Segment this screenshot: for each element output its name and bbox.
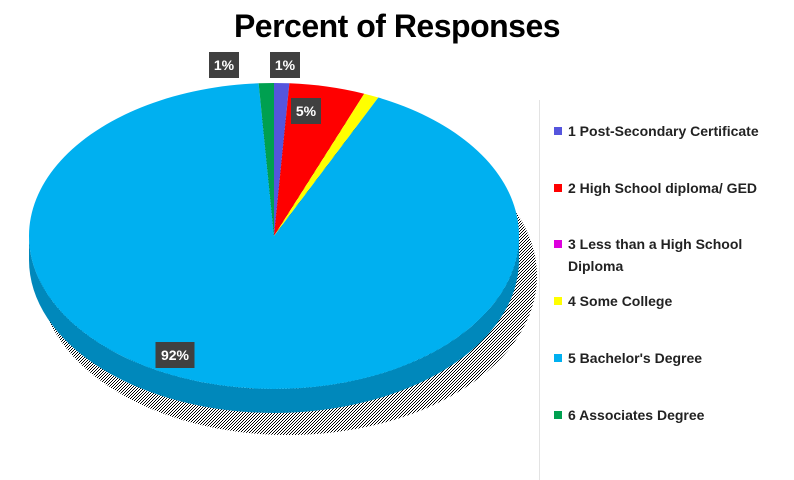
legend-label: 3 Less than a High School Diploma (568, 236, 743, 274)
pie-slice-4-some-college[interactable] (274, 93, 379, 236)
data-label-6-associates-degree: 1% (209, 52, 239, 78)
legend-item-3-less-than-a-high-school-diploma: 3 Less than a High School Diploma (554, 233, 794, 277)
pie-side-5-bachelor-s-degree (29, 236, 519, 413)
legend-label: 6 Associates Degree (568, 407, 705, 423)
pie-slice-5-bachelor-s-degree[interactable] (28, 83, 519, 389)
data-label-text: 5% (296, 103, 317, 119)
data-label-5-bachelor-s-degree: 92% (155, 342, 195, 368)
pie-top (28, 83, 519, 389)
data-label-text: 1% (214, 57, 235, 73)
legend-swatch (554, 127, 562, 135)
legend-label: 2 High School diploma/ GED (568, 180, 758, 196)
chart-title: Percent of Responses (233, 8, 561, 44)
data-label-box (291, 98, 321, 124)
legend: 1 Post-Secondary Certificate 2 High Schoo… (539, 100, 794, 480)
data-label-box (270, 52, 300, 78)
legend-label: 1 Post-Secondary Certificate (568, 123, 759, 139)
legend-label: 4 Some College (568, 293, 673, 309)
pie-slice-6-associates-degree[interactable] (258, 83, 274, 236)
data-label-2-high-school-diploma-ged: 5% (291, 98, 321, 124)
pie-slice-1-post-secondary-certificate[interactable] (274, 83, 290, 236)
legend-label: 5 Bachelor's Degree (568, 350, 703, 366)
data-label-box (155, 342, 195, 368)
pie-side (29, 236, 519, 413)
legend-item-1-post-secondary-certificate: 1 Post-Secondary Certificate (554, 120, 794, 142)
legend-swatch (554, 297, 562, 305)
legend-swatch (554, 354, 562, 362)
legend-item-4-some-college: 4 Some College (554, 290, 794, 312)
data-label-text: 1% (275, 57, 296, 73)
data-label-box (209, 52, 239, 78)
data-label-1-post-secondary-certificate: 1% (270, 52, 300, 78)
legend-swatch (554, 411, 562, 419)
data-label-text: 92% (161, 347, 190, 363)
legend-item-5-bachelor-s-degree: 5 Bachelor's Degree (554, 347, 794, 369)
legend-swatch (554, 184, 562, 192)
legend-swatch (554, 240, 562, 248)
legend-item-2-high-school-diploma-ged: 2 High School diploma/ GED (554, 177, 794, 199)
legend-item-6-associates-degree: 6 Associates Degree (554, 404, 794, 426)
pie-data-labels: 1% 5% 92% 1% (155, 52, 321, 368)
